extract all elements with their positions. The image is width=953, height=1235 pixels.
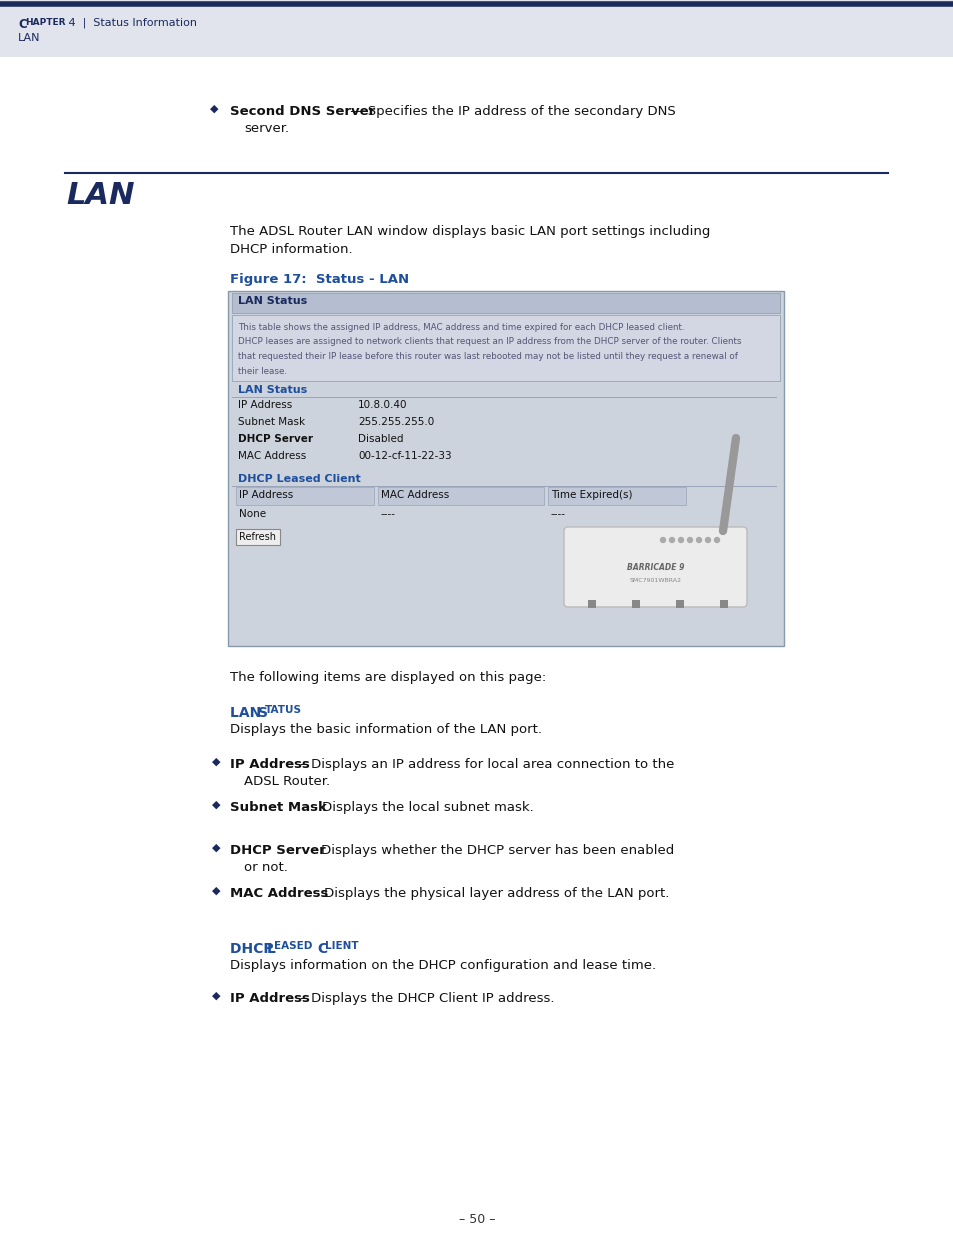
Text: This table shows the assigned IP address, MAC address and time expired for each : This table shows the assigned IP address… <box>237 324 684 332</box>
Text: Displays the basic information of the LAN port.: Displays the basic information of the LA… <box>230 722 541 736</box>
Text: Displays information on the DHCP configuration and lease time.: Displays information on the DHCP configu… <box>230 960 656 972</box>
Text: – Displays the local subnet mask.: – Displays the local subnet mask. <box>307 802 533 814</box>
Text: Time Expired(s): Time Expired(s) <box>551 490 632 500</box>
Text: DHCP Server: DHCP Server <box>237 433 313 445</box>
Text: or not.: or not. <box>244 861 288 874</box>
Bar <box>235 487 374 505</box>
Bar <box>377 487 543 505</box>
Text: ----: ---- <box>380 509 395 519</box>
Text: BARRICADE 9: BARRICADE 9 <box>627 563 684 573</box>
Text: – 50 –: – 50 – <box>458 1213 495 1226</box>
Circle shape <box>714 537 719 542</box>
Text: Figure 17:  Status - LAN: Figure 17: Status - LAN <box>230 273 409 287</box>
Text: ◆: ◆ <box>210 104 218 114</box>
Text: S: S <box>257 706 268 720</box>
Text: LAN Status: LAN Status <box>237 296 307 306</box>
Text: IP Address: IP Address <box>230 758 310 771</box>
Bar <box>232 315 780 382</box>
Text: ◆: ◆ <box>212 757 220 767</box>
Text: L: L <box>267 942 275 956</box>
Text: – Displays whether the DHCP server has been enabled: – Displays whether the DHCP server has b… <box>306 844 674 857</box>
Text: Second DNS Server: Second DNS Server <box>230 105 375 119</box>
Text: MAC Address: MAC Address <box>380 490 449 500</box>
Text: DHCP: DHCP <box>230 942 278 956</box>
Text: ◆: ◆ <box>212 885 220 897</box>
Text: C: C <box>313 942 328 956</box>
Text: LAN: LAN <box>230 706 266 720</box>
Text: ----: ---- <box>551 509 565 519</box>
Bar <box>631 600 639 608</box>
Text: The ADSL Router LAN window displays basic LAN port settings including: The ADSL Router LAN window displays basi… <box>230 225 710 238</box>
Circle shape <box>705 537 710 542</box>
Text: 4  |  Status Information: 4 | Status Information <box>65 19 196 28</box>
Text: – Displays an IP address for local area connection to the: – Displays an IP address for local area … <box>295 758 674 771</box>
Circle shape <box>678 537 682 542</box>
Text: IP Address: IP Address <box>237 400 292 410</box>
Text: HAPTER: HAPTER <box>25 19 66 27</box>
Text: IP Address: IP Address <box>230 992 310 1005</box>
Bar <box>0 0 953 57</box>
Text: — Specifies the IP address of the secondary DNS: — Specifies the IP address of the second… <box>346 105 675 119</box>
Circle shape <box>659 537 665 542</box>
Text: ADSL Router.: ADSL Router. <box>244 776 330 788</box>
Text: LIENT: LIENT <box>325 941 358 951</box>
Text: Disabled: Disabled <box>357 433 403 445</box>
Text: EASED: EASED <box>274 941 312 951</box>
Text: ◆: ◆ <box>212 800 220 810</box>
Text: 00-12-cf-11-22-33: 00-12-cf-11-22-33 <box>357 451 451 461</box>
Text: LAN Status: LAN Status <box>237 385 307 395</box>
Text: – Displays the physical layer address of the LAN port.: – Displays the physical layer address of… <box>309 887 669 900</box>
Text: Subnet Mask: Subnet Mask <box>230 802 327 814</box>
Bar <box>587 600 596 608</box>
Bar <box>235 529 280 545</box>
Text: TATUS: TATUS <box>265 705 302 715</box>
Text: their lease.: their lease. <box>237 367 287 375</box>
Text: The following items are displayed on this page:: The following items are displayed on thi… <box>230 671 546 684</box>
Text: DHCP information.: DHCP information. <box>230 243 353 256</box>
Text: DHCP Server: DHCP Server <box>230 844 325 857</box>
FancyBboxPatch shape <box>563 527 746 606</box>
Text: LAN: LAN <box>18 33 40 43</box>
Text: MAC Address: MAC Address <box>237 451 306 461</box>
Text: – Displays the DHCP Client IP address.: – Displays the DHCP Client IP address. <box>295 992 554 1005</box>
Text: IP Address: IP Address <box>239 490 293 500</box>
Bar <box>232 293 780 312</box>
Text: C: C <box>18 19 27 31</box>
Text: None: None <box>239 509 266 519</box>
Bar <box>228 291 783 646</box>
Text: DHCP leases are assigned to network clients that request an IP address from the : DHCP leases are assigned to network clie… <box>237 337 740 347</box>
Text: MAC Address: MAC Address <box>230 887 328 900</box>
Text: DHCP Leased Client: DHCP Leased Client <box>237 474 360 484</box>
Text: 10.8.0.40: 10.8.0.40 <box>357 400 407 410</box>
Text: 255.255.255.0: 255.255.255.0 <box>357 417 434 427</box>
Text: that requested their IP lease before this router was last rebooted may not be li: that requested their IP lease before thi… <box>237 352 737 361</box>
Text: ◆: ◆ <box>212 990 220 1002</box>
Circle shape <box>696 537 700 542</box>
Circle shape <box>669 537 674 542</box>
Text: Subnet Mask: Subnet Mask <box>237 417 305 427</box>
Text: SMC7901WBRA2: SMC7901WBRA2 <box>629 578 681 583</box>
Bar <box>676 600 683 608</box>
Circle shape <box>687 537 692 542</box>
Text: Refresh: Refresh <box>239 532 276 542</box>
Bar <box>720 600 727 608</box>
Text: LAN: LAN <box>66 182 134 210</box>
Bar <box>547 487 685 505</box>
Text: ◆: ◆ <box>212 844 220 853</box>
Text: server.: server. <box>244 122 289 135</box>
